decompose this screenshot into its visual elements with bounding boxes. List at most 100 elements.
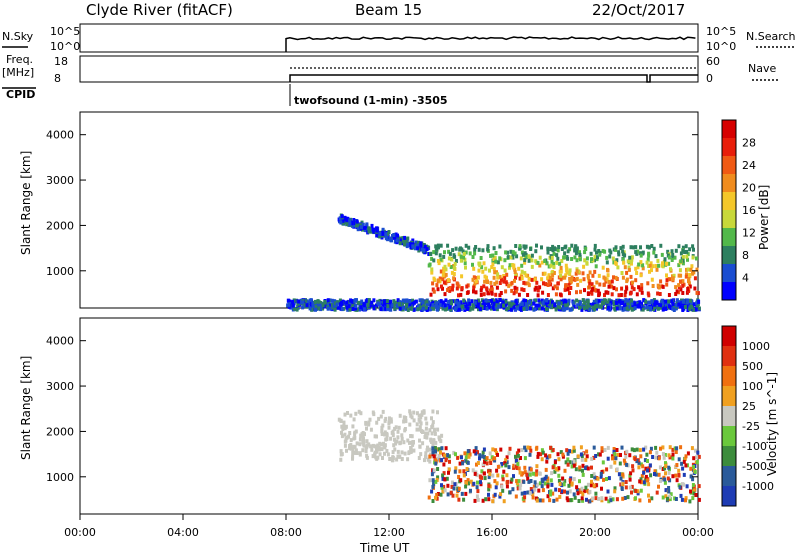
data-cell — [601, 265, 605, 270]
data-cell — [671, 276, 675, 281]
data-cell — [541, 450, 545, 455]
data-cell — [369, 444, 373, 449]
data-cell — [447, 278, 450, 283]
data-cell — [447, 256, 451, 261]
data-cell — [596, 255, 599, 260]
data-cell — [593, 288, 597, 292]
data-cell — [520, 302, 524, 306]
data-cell — [566, 462, 570, 467]
data-cell — [509, 249, 513, 254]
data-cell — [697, 497, 701, 502]
data-cell — [692, 465, 695, 469]
data-cell — [482, 447, 486, 452]
data-cell — [563, 307, 567, 312]
data-cell — [568, 449, 571, 454]
data-cell — [496, 473, 500, 478]
data-cell — [459, 292, 463, 297]
data-cell — [438, 302, 442, 307]
data-cell — [581, 492, 585, 497]
data-cell — [691, 307, 695, 312]
data-cell — [538, 300, 542, 305]
data-cell — [287, 298, 291, 303]
data-cell — [630, 447, 634, 452]
data-cell — [463, 451, 467, 456]
data-cell — [388, 300, 392, 305]
data-cell — [425, 448, 429, 453]
data-cell — [372, 306, 376, 311]
data-cell — [515, 451, 519, 456]
data-cell — [564, 460, 568, 465]
data-cell — [436, 287, 440, 292]
data-cell — [373, 444, 377, 449]
ytick-label: 2000 — [46, 425, 74, 438]
data-cell — [689, 466, 693, 471]
data-cell — [392, 443, 396, 448]
data-cell — [361, 434, 365, 439]
data-cell — [682, 482, 686, 487]
data-cell — [666, 249, 670, 254]
data-cell — [488, 268, 491, 273]
velocity-ylabel: Slant Range [km] — [19, 356, 33, 460]
data-cell — [440, 433, 444, 438]
data-cell — [436, 492, 440, 496]
data-cell — [468, 251, 472, 256]
data-cell — [415, 422, 419, 427]
data-cell — [675, 463, 679, 467]
data-cell — [591, 273, 595, 278]
data-cell — [424, 431, 428, 436]
data-cell — [691, 496, 695, 501]
data-cell — [584, 485, 588, 490]
data-cell — [318, 303, 322, 308]
data-cell — [354, 429, 358, 434]
data-cell — [632, 287, 636, 292]
data-cell — [575, 290, 578, 295]
data-cell — [559, 450, 563, 455]
data-cell — [459, 478, 463, 483]
data-cell — [556, 256, 560, 261]
data-cell — [514, 244, 518, 248]
data-cell — [657, 472, 661, 477]
data-cell — [459, 258, 463, 263]
data-cell — [523, 271, 527, 276]
data-cell — [557, 478, 561, 483]
data-cell — [428, 478, 432, 483]
data-cell — [362, 436, 365, 441]
data-cell — [502, 303, 505, 308]
data-cell — [492, 299, 496, 304]
data-cell — [654, 472, 658, 477]
data-cell — [479, 288, 483, 293]
data-cell — [335, 300, 339, 305]
data-cell — [649, 261, 653, 266]
data-cell — [526, 490, 530, 495]
data-cell — [573, 247, 577, 252]
data-cell — [499, 492, 503, 497]
nsky-panel: N.Sky 10^5 10^0 10^5 10^0 N.Search — [2, 23, 796, 53]
data-cell — [425, 421, 429, 426]
colorbar-swatch — [722, 174, 736, 193]
data-cell — [402, 440, 406, 445]
data-cell — [428, 447, 432, 452]
data-cell — [486, 280, 489, 284]
data-cell — [388, 457, 392, 461]
data-cell — [450, 257, 454, 262]
data-cell — [467, 245, 471, 250]
data-cell — [544, 467, 548, 472]
data-cell — [487, 302, 491, 307]
data-cell — [570, 275, 574, 280]
data-cell — [430, 256, 434, 261]
data-cell — [452, 450, 456, 455]
data-cell — [548, 275, 552, 280]
data-cell — [348, 222, 352, 227]
data-cell — [305, 303, 309, 308]
data-cell — [370, 226, 374, 231]
data-cell — [361, 440, 365, 445]
data-cell — [570, 449, 574, 454]
data-cell — [364, 449, 368, 454]
data-cell — [409, 304, 413, 309]
data-cell — [611, 497, 615, 502]
data-cell — [677, 273, 681, 278]
data-cell — [671, 474, 675, 479]
data-cell — [572, 477, 576, 482]
data-cell — [534, 259, 538, 264]
data-cell — [637, 465, 641, 470]
